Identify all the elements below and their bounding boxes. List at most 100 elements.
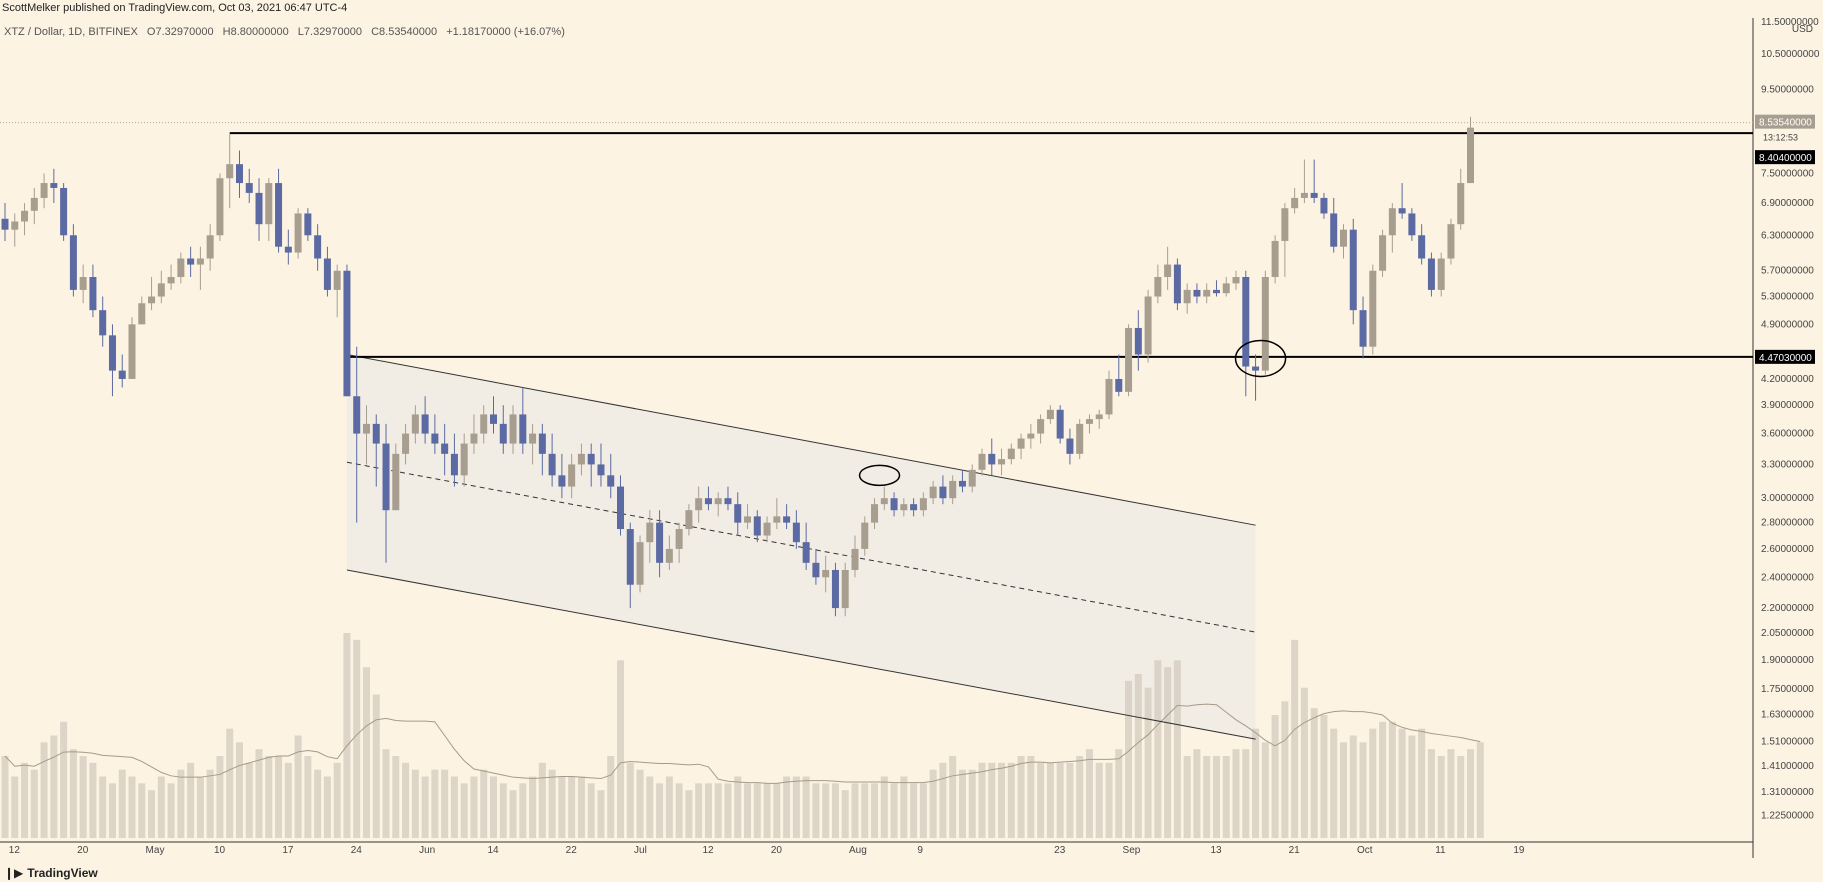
candle-body [1125, 327, 1133, 392]
price-chart[interactable]: 11.50000000 10.50000000 9.50000000 7.500000… [0, 0, 1823, 862]
candle-body [910, 504, 918, 511]
candle-body [333, 270, 341, 290]
candle-body [1046, 409, 1054, 420]
price-tick-label: 7.50000000 [1761, 168, 1814, 179]
candle-body [1164, 264, 1172, 278]
currency-label[interactable]: USD [1791, 24, 1813, 35]
volume-bar [304, 756, 312, 838]
time-tick-label: 13 [1210, 845, 1222, 856]
volume-bar [773, 783, 781, 838]
high-value: H8.80000000 [222, 26, 289, 38]
volume-bar [919, 783, 927, 838]
volume-bar [89, 762, 97, 838]
candle-body [1193, 289, 1201, 297]
volume-bar [79, 756, 87, 838]
volume-bar [587, 783, 595, 838]
channel-upper-line [346, 354, 1256, 526]
candle-body [744, 516, 752, 523]
candle-body [1252, 366, 1260, 371]
volume-bar [1017, 756, 1025, 838]
candle-body [958, 480, 966, 487]
candle-body [568, 464, 576, 487]
candle-body [441, 443, 449, 454]
candle-body [1115, 378, 1123, 392]
candle-body [1007, 448, 1015, 460]
volume-bar [1095, 762, 1103, 838]
volume-bar [568, 776, 576, 838]
channel-mid-line [346, 461, 1256, 633]
volume-bar [372, 694, 380, 838]
volume-bar [626, 762, 634, 838]
candle-body [99, 310, 107, 336]
price-tick-label: 3.00000000 [1761, 493, 1814, 504]
candle-body [323, 258, 331, 290]
volume-bar [597, 790, 605, 838]
candle-body [1457, 183, 1465, 225]
volume-bar [1310, 708, 1318, 838]
current-price-tag-bg [1755, 114, 1815, 129]
volume-bar [187, 762, 195, 838]
candle-body [353, 396, 361, 434]
volume-bar [50, 735, 58, 838]
candle-body [21, 210, 29, 222]
volume-bar [1300, 687, 1308, 838]
candle-body [792, 522, 800, 543]
volume-bar [431, 769, 439, 838]
candle-body [128, 324, 136, 379]
candle-body [1056, 409, 1064, 439]
volume-bar [499, 783, 507, 838]
volume-bar [1369, 728, 1377, 838]
volume-bar [382, 749, 390, 838]
candle-body [11, 221, 19, 230]
price-tick-label: 1.51000000 [1761, 736, 1814, 747]
volume-bar [1134, 674, 1142, 838]
volume-bar [1398, 728, 1406, 838]
candle-body [1447, 224, 1455, 259]
low-value: L7.32970000 [297, 26, 363, 38]
candle-body [50, 183, 58, 188]
symbol-name[interactable]: XTZ / Dollar, 1D, BITFINEX [4, 26, 138, 38]
candle-body [656, 522, 664, 563]
volume-bar [1232, 749, 1240, 838]
candle-body [1369, 270, 1377, 347]
price-tick-label: 6.90000000 [1761, 198, 1814, 209]
volume-bar [1252, 728, 1260, 838]
candle-body [118, 370, 126, 379]
volume-bar [362, 667, 370, 838]
candle-body [1105, 378, 1113, 415]
countdown-label: 13:12:53 [1763, 133, 1798, 143]
volume-bar [1105, 762, 1113, 838]
time-tick-label: 9 [917, 845, 923, 856]
price-tick-label: 3.30000000 [1761, 459, 1814, 470]
volume-bar [988, 762, 996, 838]
tradingview-logo-icon[interactable]: ❙▶ [4, 866, 24, 880]
price-tick-label: 10.50000000 [1761, 49, 1820, 60]
tradingview-logo-text[interactable]: TradingView [27, 866, 98, 880]
time-tick-label: 17 [282, 845, 294, 856]
candle-body [558, 475, 566, 487]
volume-bar [480, 769, 488, 838]
price-tick-label: 1.41000000 [1761, 761, 1814, 772]
time-tick-label: 22 [566, 845, 578, 856]
volume-bar [1418, 728, 1426, 838]
volume-bar [1388, 721, 1396, 838]
volume-bar [157, 776, 165, 838]
volume-bar [949, 756, 957, 838]
volume-bar [763, 783, 771, 838]
candle-body [1418, 235, 1426, 259]
volume-bar [607, 756, 615, 838]
candle-body [724, 498, 732, 505]
candle-body [529, 433, 537, 444]
volume-bar [196, 776, 204, 838]
volume-bar [216, 756, 224, 838]
candle-body [1076, 423, 1084, 454]
volume-bar [734, 776, 742, 838]
candle-body [177, 258, 185, 278]
candle-body [206, 235, 214, 259]
volume-bar [1046, 762, 1054, 838]
volume-bar [744, 783, 752, 838]
volume-bar [402, 762, 410, 838]
candle-body [1027, 433, 1035, 439]
candle-body [1037, 419, 1045, 434]
